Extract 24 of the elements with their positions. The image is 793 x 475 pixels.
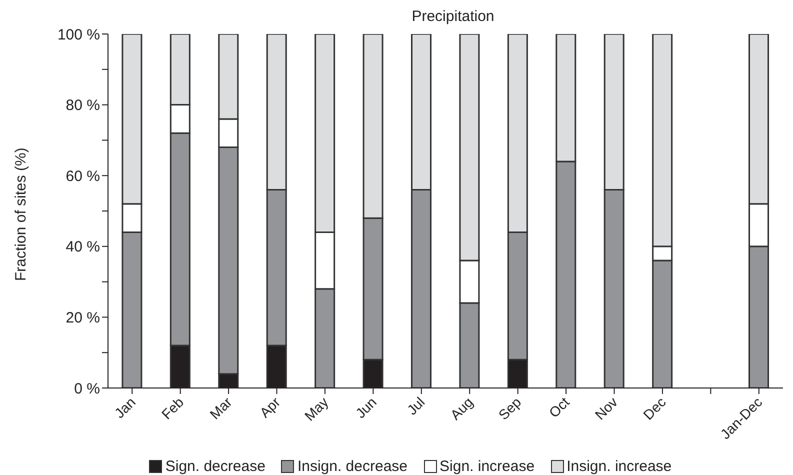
y-axis-title: Fraction of sites (%) — [12, 148, 30, 281]
x-tick-label: Feb — [158, 394, 187, 422]
x-tick-label: Jun — [352, 394, 380, 422]
x-tick-label: May — [301, 394, 332, 424]
y-tick-label: 20 % — [66, 310, 100, 327]
x-tick-label: Mar — [206, 394, 236, 422]
x-tick-label: Oct — [546, 394, 572, 421]
legend-label: Insign. increase — [566, 458, 672, 475]
x-tick-label: Apr — [256, 394, 284, 421]
chart-title: Precipitation — [410, 8, 496, 25]
y-tick-label: 80 % — [66, 97, 100, 114]
legend-label: Sign. increase — [438, 458, 535, 475]
x-tick-label: Aug — [447, 394, 476, 423]
y-tick-label: 0 % — [74, 380, 100, 398]
y-tick-label: 60 % — [66, 168, 100, 185]
x-tick-label: Nov — [592, 394, 621, 423]
x-tick-label: Sep — [495, 394, 524, 423]
legend-label: Sign. decrease — [164, 458, 266, 475]
y-tick-label: 40 % — [66, 238, 100, 256]
legend-label: Insign. decrease — [296, 458, 408, 475]
x-tick-label: Dec — [640, 394, 669, 423]
y-tick-label: 100 % — [57, 26, 100, 44]
x-tick-label: Jan — [111, 394, 138, 422]
x-tick-label: Jul — [404, 394, 428, 418]
